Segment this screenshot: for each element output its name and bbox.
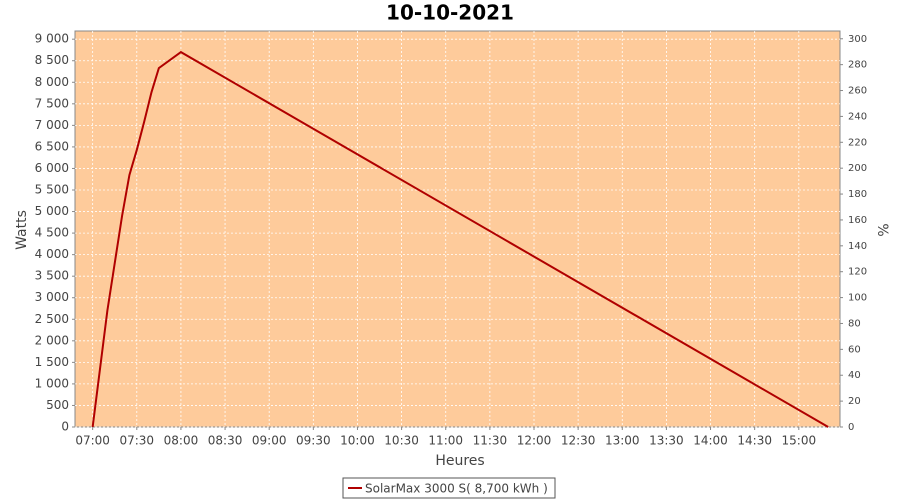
y-tick-label: 2 000 <box>35 333 69 347</box>
y-tick-label: 9 000 <box>35 32 69 46</box>
x-tick-label: 14:30 <box>737 434 772 448</box>
y2-tick-label: 200 <box>848 163 867 174</box>
y-tick-label: 7 500 <box>35 96 69 110</box>
y-tick-label: 5 500 <box>35 183 69 197</box>
y2-tick-label: 300 <box>848 34 867 45</box>
y2-tick-label: 60 <box>848 344 861 355</box>
x-tick-label: 12:00 <box>517 434 552 448</box>
y-tick-label: 6 000 <box>35 161 69 175</box>
y-tick-label: 2 500 <box>35 312 69 326</box>
x-tick-label: 11:30 <box>473 434 508 448</box>
y-tick-label: 3 000 <box>35 290 69 304</box>
x-axis-label: Heures <box>435 453 484 469</box>
y2-tick-label: 100 <box>848 293 867 304</box>
y2-tick-label: 140 <box>848 241 867 252</box>
x-tick-label: 11:00 <box>428 434 463 448</box>
y2-tick-label: 180 <box>848 189 867 200</box>
y2-tick-label: 220 <box>848 137 867 148</box>
y-tick-label: 500 <box>46 398 69 412</box>
x-tick-label: 10:30 <box>384 434 419 448</box>
series-line <box>91 50 829 428</box>
x-tick-label: 08:00 <box>164 434 199 448</box>
y2-tick-label: 120 <box>848 267 867 278</box>
y2-tick-label: 0 <box>848 422 854 433</box>
x-tick-label: 15:00 <box>782 434 817 448</box>
y-tick-label: 8 500 <box>35 53 69 67</box>
chart-title: 10-10-2021 <box>386 1 514 25</box>
x-tick-label: 09:30 <box>296 434 331 448</box>
y2-tick-label: 280 <box>848 60 867 71</box>
y-tick-label: 7 000 <box>35 118 69 132</box>
x-tick-label: 13:30 <box>649 434 684 448</box>
y2-tick-label: 160 <box>848 215 867 226</box>
x-tick-label: 14:00 <box>693 434 728 448</box>
y2-tick-label: 240 <box>848 111 867 122</box>
y2-axis-label: % <box>874 223 890 236</box>
x-tick-label: 07:30 <box>119 434 154 448</box>
y-tick-label: 1 000 <box>35 376 69 390</box>
x-tick-label: 09:00 <box>252 434 287 448</box>
y2-tick-label: 80 <box>848 318 861 329</box>
y2-tick-label: 260 <box>848 86 867 97</box>
x-tick-label: 13:00 <box>605 434 640 448</box>
x-tick-label: 12:30 <box>561 434 596 448</box>
x-tick-label: 08:30 <box>208 434 243 448</box>
y-tick-label: 3 500 <box>35 269 69 283</box>
y2-tick-label: 40 <box>848 370 861 381</box>
y-tick-label: 4 000 <box>35 247 69 261</box>
y-tick-label: 1 500 <box>35 355 69 369</box>
y-axis-label: Watts <box>14 210 30 250</box>
legend-label: SolarMax 3000 S( 8,700 kWh ) <box>365 482 548 496</box>
y-tick-label: 5 000 <box>35 204 69 218</box>
legend-box <box>342 477 556 499</box>
y-tick-label: 4 500 <box>35 226 69 240</box>
y2-tick-label: 20 <box>848 396 861 407</box>
x-tick-label: 07:00 <box>75 434 110 448</box>
y-tick-label: 8 000 <box>35 75 69 89</box>
y-tick-label: 6 500 <box>35 139 69 153</box>
y-tick-label: 0 <box>61 420 69 434</box>
x-tick-label: 10:00 <box>340 434 375 448</box>
